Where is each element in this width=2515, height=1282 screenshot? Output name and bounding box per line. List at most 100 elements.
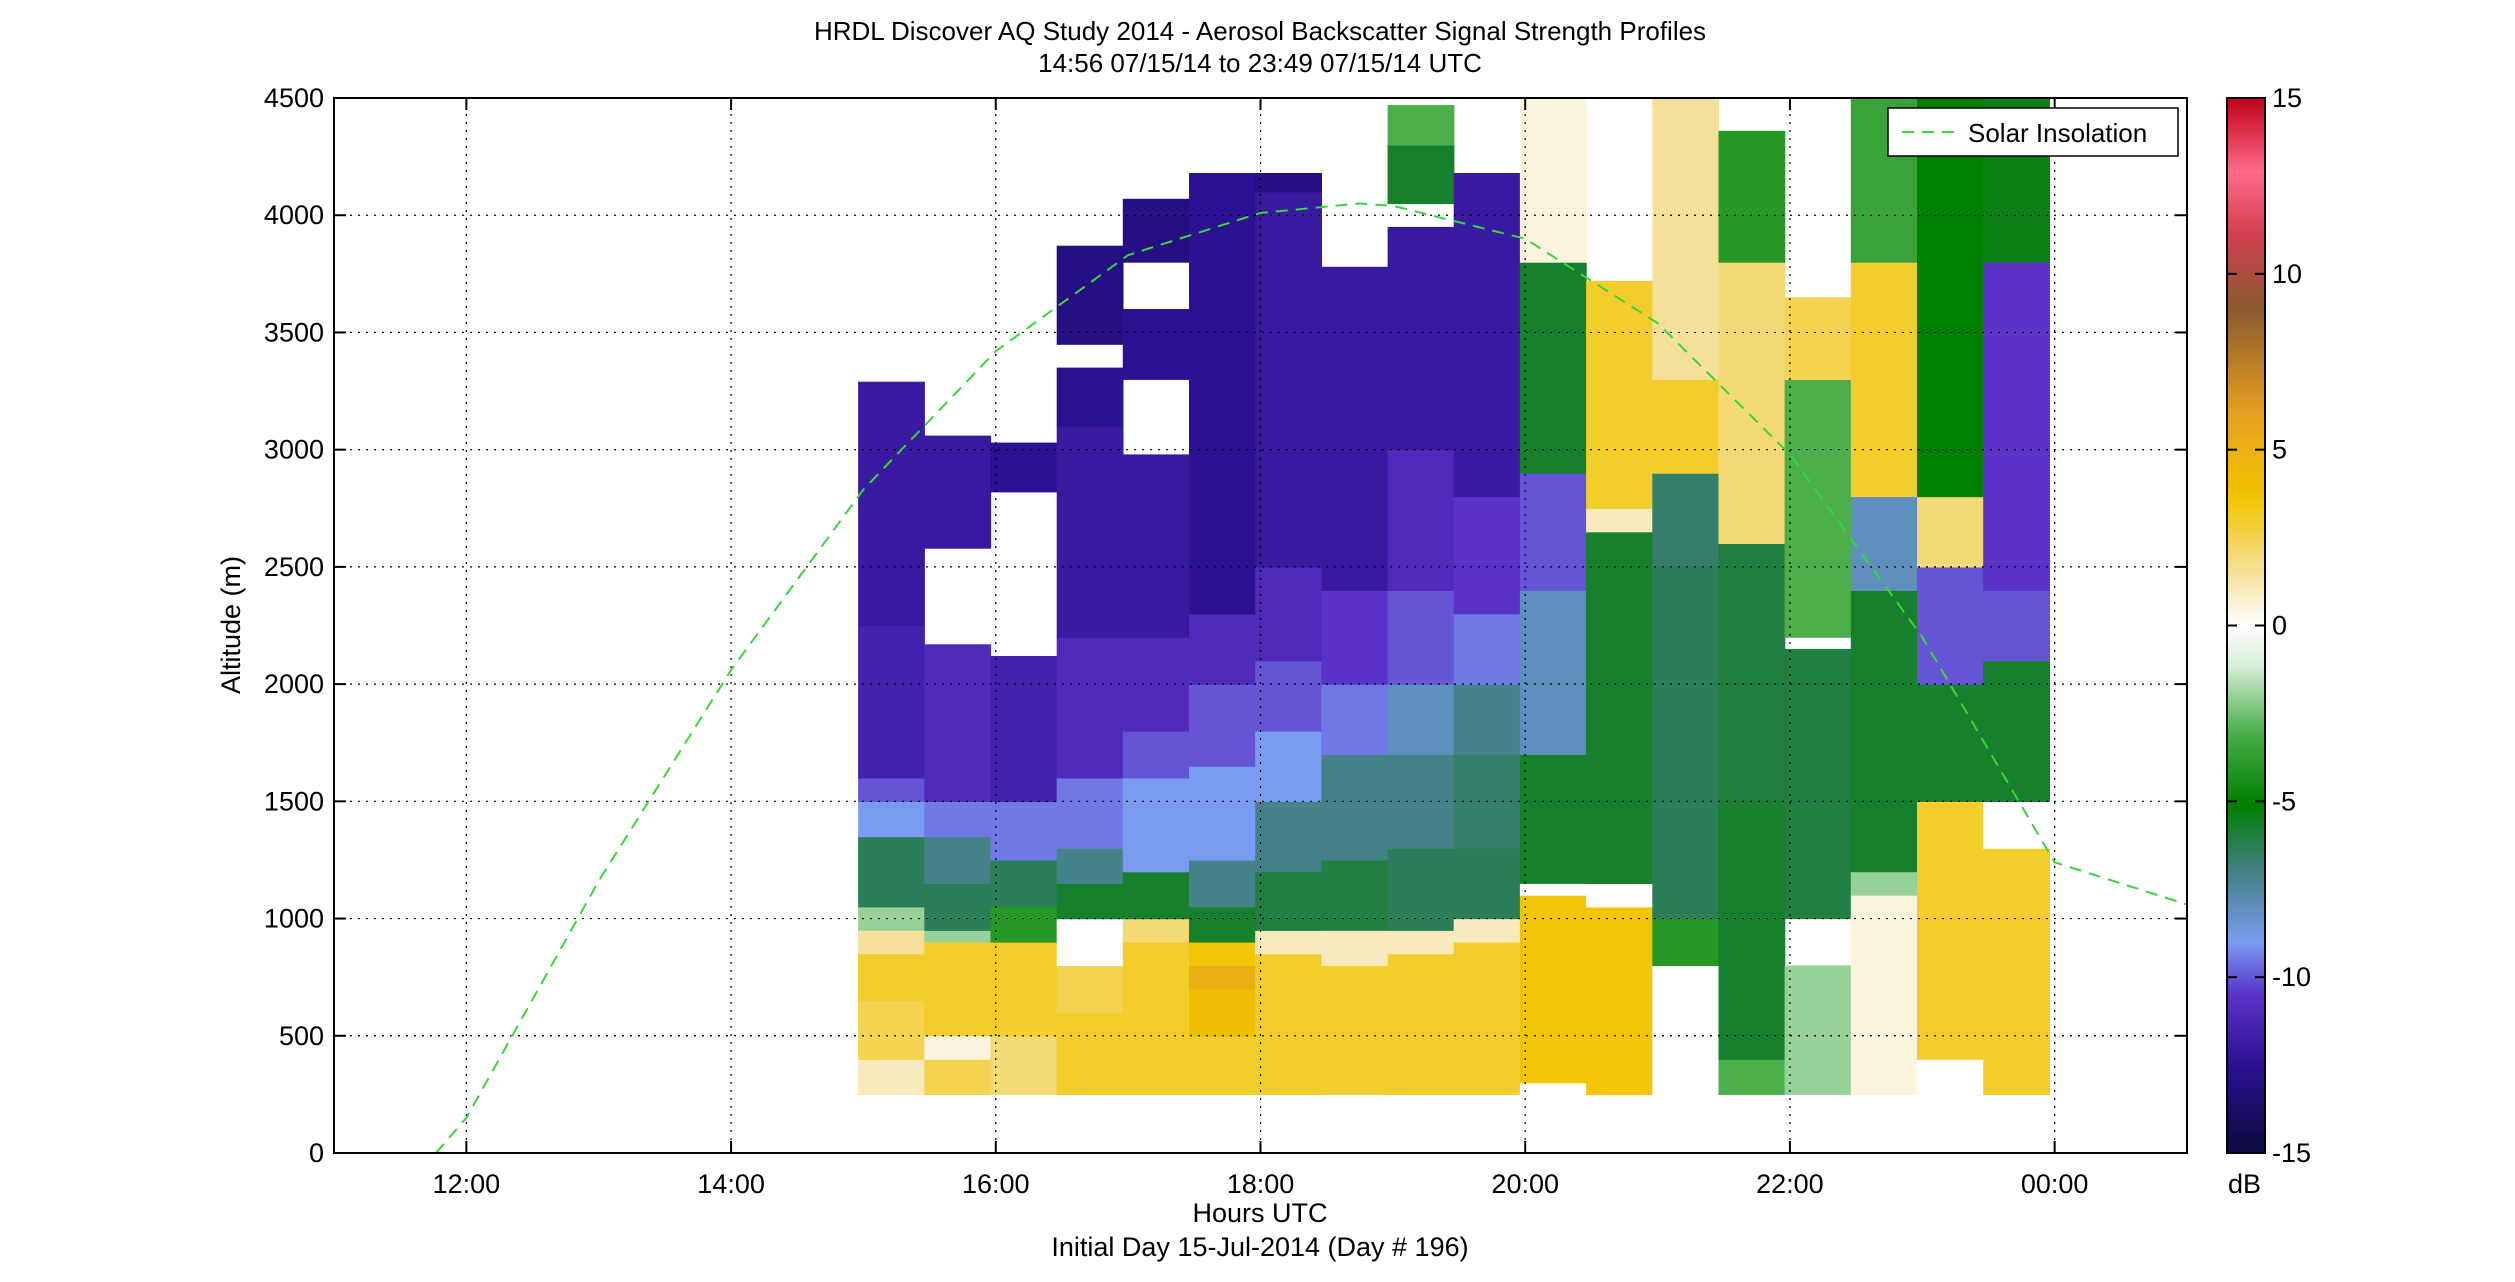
- colorbar-tick-label: -10: [2272, 962, 2311, 992]
- profile-cell: [1387, 144, 1455, 205]
- chart-subtitle: 14:56 07/15/14 to 23:49 07/15/14 UTC: [1038, 48, 1482, 78]
- profile-cell: [858, 1000, 925, 1060]
- y-tick-label: 4000: [264, 200, 324, 230]
- profile-cell: [1652, 98, 1720, 380]
- profile-column: [1784, 297, 1852, 1095]
- profile-column: [1056, 245, 1124, 1095]
- profile-cell: [1387, 684, 1455, 755]
- colorbar-ticks: -15 -10 -5 0 5 10 15: [2227, 83, 2311, 1168]
- profile-cell: [1321, 684, 1389, 755]
- profile-cell: [1586, 883, 1653, 908]
- profile-cell: [1784, 965, 1852, 1095]
- profile-cell: [1255, 930, 1322, 955]
- x-axis-sublabel: Initial Day 15-Jul-2014 (Day # 196): [1051, 1232, 1468, 1262]
- profile-column: [990, 442, 1058, 1095]
- profile-cell: [1255, 801, 1322, 873]
- profile-cell: [1321, 965, 1389, 1095]
- profile-cell: [1652, 965, 1720, 1095]
- profile-cell: [1453, 496, 1521, 615]
- profile-cell: [1056, 777, 1124, 849]
- profile-cell: [1387, 848, 1455, 931]
- profile-cell: [1056, 1012, 1124, 1095]
- profile-column: [924, 435, 992, 1095]
- profile-cell: [924, 836, 992, 884]
- profile-cell: [1321, 859, 1389, 931]
- profile-cell: [1321, 754, 1389, 861]
- profile-cell: [1652, 473, 1720, 568]
- profile-cell: [1453, 848, 1521, 920]
- profile-cell: [1519, 1082, 1587, 1095]
- profile-cell: [1917, 496, 1984, 568]
- profile-cell: [1189, 1035, 1256, 1095]
- profile-cell: [1122, 731, 1190, 779]
- profile-cell: [924, 1059, 992, 1095]
- profile-cell: [1122, 918, 1190, 943]
- profile-cell: [1189, 942, 1256, 966]
- profile-column: [1453, 173, 1521, 1095]
- profile-cell: [1122, 454, 1190, 638]
- y-tick-label: 3500: [264, 317, 324, 347]
- y-tick-label: 4500: [264, 83, 324, 113]
- x-axis-label: Hours UTC: [1192, 1198, 1327, 1228]
- profile-cell: [1189, 859, 1256, 908]
- x-tick-label: 22:00: [1756, 1169, 1824, 1199]
- profile-cell: [1652, 918, 1720, 967]
- profile-cell: [1519, 883, 1587, 896]
- profile-cell: [1586, 906, 1653, 1095]
- profile-cell: [1917, 566, 1984, 685]
- profile-cell: [1255, 871, 1322, 931]
- profile-cell: [1189, 684, 1256, 767]
- profile-cell: [1917, 98, 1984, 498]
- y-tick-label: 3000: [264, 435, 324, 465]
- profile-cell: [924, 942, 992, 1037]
- profile-cell: [858, 930, 925, 955]
- profile-cell: [990, 942, 1058, 1037]
- profile-cell: [990, 656, 1058, 802]
- profile-cell: [990, 859, 1058, 908]
- profile-cell: [1387, 590, 1455, 685]
- profile-cell: [1122, 942, 1190, 1095]
- profile-cell: [1387, 754, 1455, 849]
- profile-cell: [1321, 266, 1389, 591]
- y-tick-label: 1000: [264, 904, 324, 934]
- profile-cell: [1784, 297, 1852, 380]
- profile-column: [1122, 198, 1190, 1095]
- profile-cell: [1056, 883, 1124, 920]
- profile-cell: [1519, 262, 1587, 474]
- solar-insolation-line: [435, 202, 2187, 1153]
- profile-cell: [858, 777, 925, 802]
- y-tick-label: 1500: [264, 786, 324, 816]
- profile-cell: [1850, 496, 1918, 591]
- profile-cell: [1652, 566, 1720, 920]
- profile-cell: [1917, 1059, 1984, 1095]
- profile-cell: [1519, 754, 1587, 884]
- profile-cell: [1519, 590, 1587, 755]
- profile-cell: [990, 442, 1058, 493]
- profile-cell: [858, 836, 925, 908]
- profile-cell: [1983, 848, 2050, 1095]
- profile-cell: [1917, 801, 1984, 1060]
- profile-cell: [1718, 130, 1786, 263]
- profile-cell: [1387, 449, 1455, 591]
- profile-cell: [1850, 895, 1918, 1095]
- profile-cell: [1718, 1059, 1786, 1095]
- profile-cell: [1056, 848, 1124, 884]
- colorbar-tick-label: 0: [2272, 611, 2287, 641]
- x-tick-label: 16:00: [962, 1169, 1030, 1199]
- colorbar-tick-label: -5: [2272, 786, 2296, 816]
- profile-cell: [1255, 191, 1322, 568]
- profile-column: [1586, 280, 1653, 1095]
- x-axis-ticks: 12:00 14:00 16:00 18:00 20:00 22:00 00:00: [433, 98, 2088, 1199]
- profile-cell: [924, 883, 992, 931]
- profile-cell: [1056, 918, 1124, 967]
- profile-cell: [858, 1059, 925, 1095]
- profile-cell: [1387, 930, 1455, 955]
- y-tick-label: 0: [309, 1138, 324, 1168]
- profile-cell: [1983, 262, 2050, 591]
- profile-column: [1917, 98, 1984, 1095]
- profile-cell: [1387, 226, 1455, 451]
- profile-cell: [1983, 801, 2050, 849]
- profile-cell: [1387, 105, 1455, 146]
- profile-cell: [1056, 965, 1124, 1013]
- profile-column: [1189, 173, 1256, 1095]
